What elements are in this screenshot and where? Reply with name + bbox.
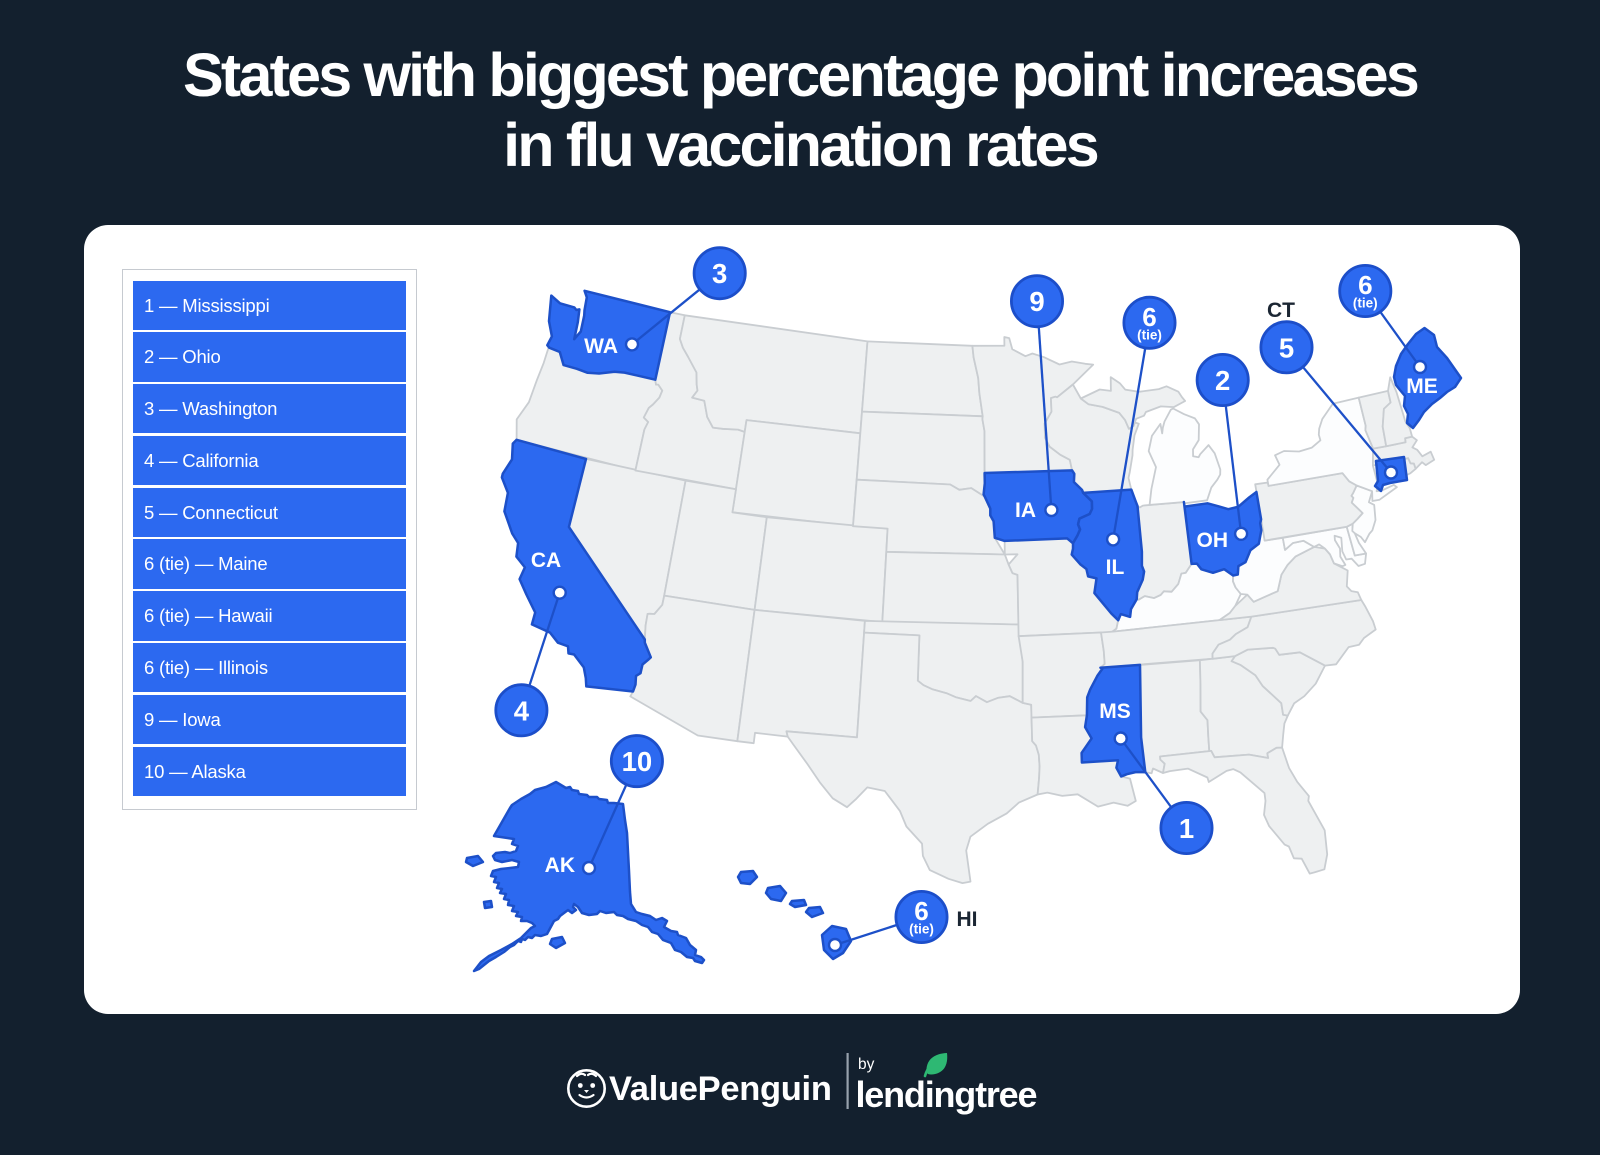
svg-text:MS: MS: [1099, 700, 1131, 723]
svg-text:(tie): (tie): [1353, 296, 1378, 311]
svg-text:4: 4: [514, 695, 530, 726]
svg-text:CT: CT: [1267, 299, 1295, 322]
svg-text:6: 6: [1142, 302, 1156, 332]
svg-text:OH: OH: [1197, 529, 1229, 552]
svg-text:IL: IL: [1106, 556, 1125, 579]
svg-text:1: 1: [1179, 813, 1194, 844]
svg-text:3: 3: [712, 258, 727, 289]
svg-text:6: 6: [914, 896, 928, 926]
svg-text:ValuePenguin: ValuePenguin: [609, 1070, 832, 1108]
svg-text:6: 6: [1358, 270, 1372, 300]
svg-text:by: by: [858, 1056, 875, 1073]
svg-text:2: 2: [1215, 365, 1230, 396]
svg-text:ME: ME: [1406, 375, 1438, 398]
svg-text:lendingtree: lendingtree: [856, 1074, 1037, 1115]
svg-text:10: 10: [622, 746, 653, 777]
svg-text:HI: HI: [957, 908, 978, 931]
svg-text:(tie): (tie): [909, 922, 934, 937]
svg-text:IA: IA: [1015, 499, 1036, 522]
svg-text:AK: AK: [545, 854, 575, 877]
svg-text:(tie): (tie): [1137, 327, 1162, 342]
svg-text:CA: CA: [531, 549, 561, 572]
svg-text:5: 5: [1279, 332, 1294, 363]
svg-text:9: 9: [1029, 286, 1044, 317]
svg-text:WA: WA: [584, 335, 618, 358]
